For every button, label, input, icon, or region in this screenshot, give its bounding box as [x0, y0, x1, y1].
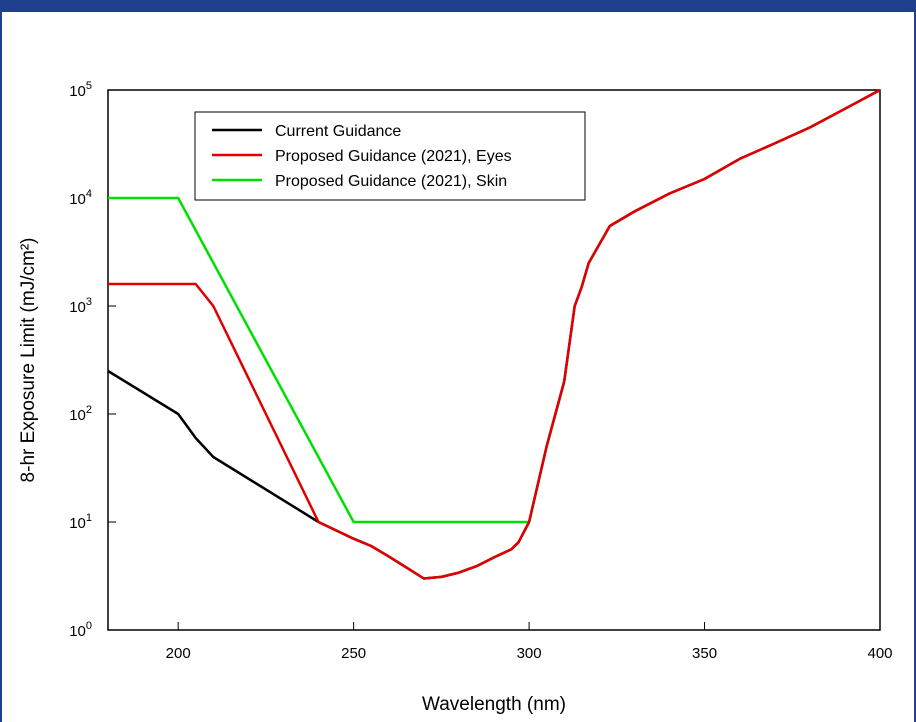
- y-tick-base: 10: [69, 407, 86, 424]
- x-tick-label: 200: [166, 645, 191, 662]
- y-axis-title: 8-hr Exposure Limit (mJ/cm²): [18, 238, 39, 483]
- x-tick-label: 400: [867, 645, 892, 662]
- x-tick-label: 350: [692, 645, 717, 662]
- y-tick-exponent: 3: [86, 296, 92, 308]
- y-tick-exponent: 4: [86, 188, 92, 200]
- y-tick-base: 10: [69, 515, 86, 532]
- x-tick-label: 250: [341, 645, 366, 662]
- y-tick-base: 10: [69, 83, 86, 100]
- y-tick-label: 100: [69, 620, 92, 640]
- legend: Current Guidance Proposed Guidance (2021)…: [194, 111, 586, 201]
- x-axis-title: Wavelength (nm): [422, 694, 566, 715]
- y-tick-label: 101: [69, 512, 92, 532]
- y-tick-label: 102: [69, 404, 92, 424]
- y-tick-base: 10: [69, 191, 86, 208]
- y-tick-label: 105: [69, 80, 92, 100]
- plot-area: [107, 89, 881, 631]
- legend-label: Proposed Guidance (2021), Eyes: [275, 148, 512, 165]
- series-line-1: [108, 88, 881, 580]
- series-line-2: [108, 196, 530, 524]
- y-tick-label: 103: [69, 296, 92, 316]
- y-tick-exponent: 1: [86, 512, 92, 524]
- legend-label: Current Guidance: [275, 123, 401, 140]
- y-tick-exponent: 2: [86, 404, 92, 416]
- y-tick-label: 104: [69, 188, 92, 208]
- y-tick-exponent: 5: [86, 80, 92, 92]
- y-tick-base: 10: [69, 623, 86, 640]
- x-tick-label: 300: [517, 645, 542, 662]
- series-lines: [107, 88, 881, 580]
- y-tick-base: 10: [69, 299, 86, 316]
- y-tick-exponent: 0: [86, 620, 92, 632]
- legend-label: Proposed Guidance (2021), Skin: [275, 173, 507, 190]
